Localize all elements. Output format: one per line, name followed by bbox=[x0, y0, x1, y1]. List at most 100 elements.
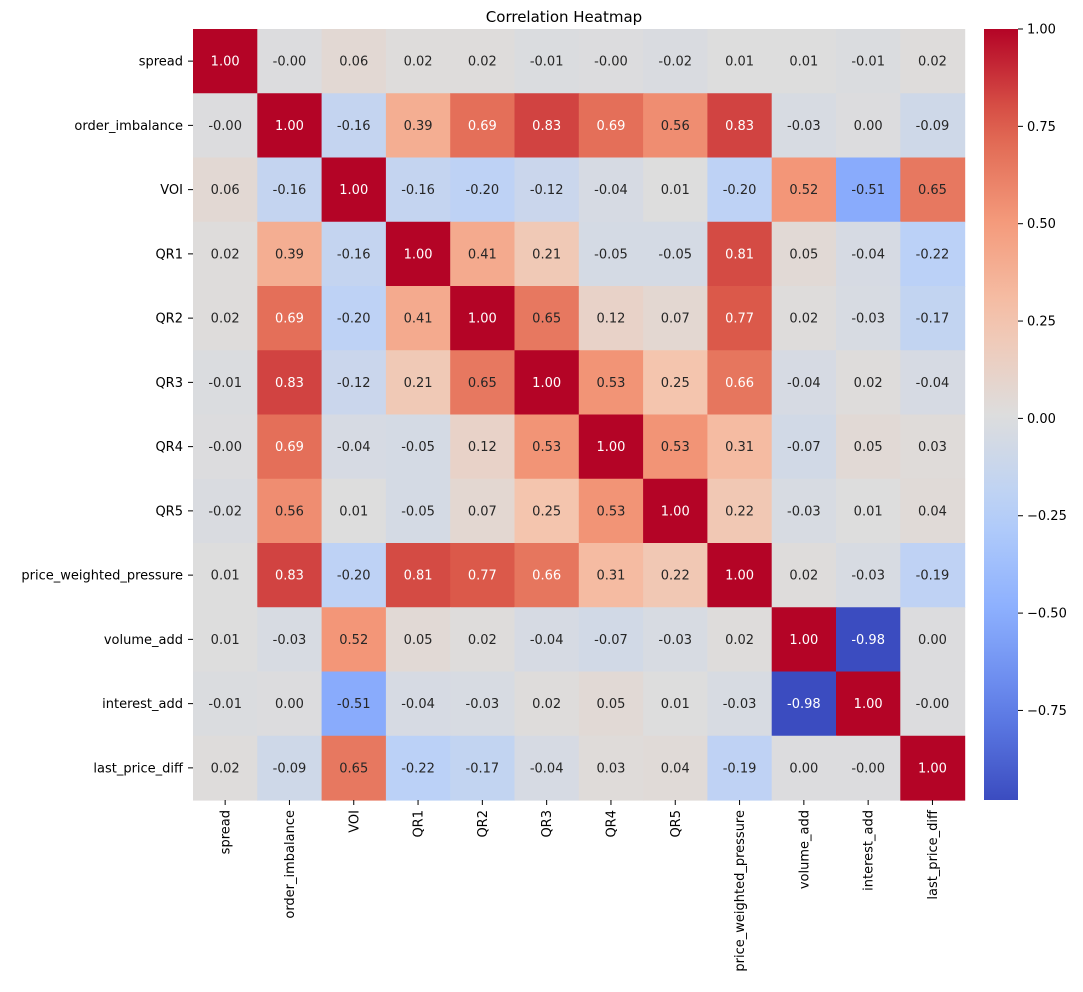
heatmap-cell bbox=[578, 29, 644, 94]
heatmap-cell bbox=[385, 671, 451, 737]
cell-annotation: 0.05 bbox=[404, 633, 433, 648]
heatmap-cell bbox=[321, 543, 387, 608]
cell-annotation: 0.66 bbox=[725, 376, 754, 391]
heatmap-cell bbox=[321, 478, 387, 544]
cell-annotation: -0.00 bbox=[916, 697, 950, 712]
cell-annotation: 0.81 bbox=[404, 569, 433, 584]
heatmap-cell bbox=[643, 350, 708, 416]
heatmap-cells bbox=[193, 29, 966, 801]
heatmap-cell bbox=[900, 414, 966, 480]
cell-annotation: 0.52 bbox=[339, 633, 368, 648]
heatmap-cell bbox=[385, 286, 451, 351]
cell-annotation: 0.65 bbox=[918, 183, 947, 198]
heatmap-cell bbox=[900, 350, 966, 416]
heatmap-cell bbox=[836, 157, 901, 223]
cell-annotation: 0.41 bbox=[468, 247, 497, 262]
cell-annotation: 1.00 bbox=[596, 440, 625, 455]
heatmap-cell bbox=[836, 543, 901, 608]
cell-annotation: 0.83 bbox=[275, 569, 304, 584]
heatmap-cell bbox=[707, 157, 773, 223]
colorbar-tick-label: 0.75 bbox=[1027, 120, 1056, 135]
heatmap-cell bbox=[450, 93, 516, 159]
cell-annotation: 0.69 bbox=[468, 119, 497, 134]
y-tick-label: QR5 bbox=[155, 504, 183, 519]
heatmap-cell bbox=[193, 414, 258, 480]
heatmap-cell bbox=[193, 671, 258, 737]
cell-annotation: 0.83 bbox=[275, 376, 304, 391]
y-tick-label: volume_add bbox=[104, 633, 183, 648]
cell-annotation: -0.01 bbox=[851, 55, 885, 70]
heatmap-cell bbox=[257, 607, 323, 673]
cell-annotation: 0.83 bbox=[532, 119, 561, 134]
y-tick-label: interest_add bbox=[102, 697, 183, 712]
cell-annotation: 0.56 bbox=[661, 119, 690, 134]
cell-annotation: 0.02 bbox=[854, 376, 883, 391]
x-tick-label: QR4 bbox=[604, 810, 619, 838]
heatmap-cell bbox=[193, 735, 258, 801]
heatmap-cell bbox=[771, 350, 837, 416]
y-tick-label: last_price_diff bbox=[93, 761, 184, 776]
cell-annotation: -0.04 bbox=[851, 247, 885, 262]
cell-annotation: 0.02 bbox=[468, 55, 497, 70]
heatmap-cell bbox=[450, 543, 516, 608]
cell-annotation: -0.17 bbox=[916, 312, 950, 327]
heatmap-cell bbox=[321, 157, 387, 223]
cell-annotation: 0.53 bbox=[532, 440, 561, 455]
cell-annotation: 0.06 bbox=[339, 55, 368, 70]
heatmap-cell bbox=[836, 671, 901, 737]
cell-annotation: -0.22 bbox=[401, 761, 435, 776]
heatmap-cell bbox=[321, 93, 387, 159]
cell-annotation: -0.98 bbox=[787, 697, 821, 712]
cell-annotation: -0.01 bbox=[208, 697, 242, 712]
cell-annotation: 0.05 bbox=[854, 440, 883, 455]
heatmap-cell bbox=[257, 543, 323, 608]
cell-annotation: 0.77 bbox=[468, 569, 497, 584]
heatmap-cell bbox=[771, 221, 837, 287]
heatmap-cell bbox=[193, 286, 258, 351]
cell-annotation: 0.81 bbox=[725, 247, 754, 262]
cell-annotation: 1.00 bbox=[404, 247, 433, 262]
heatmap-cell bbox=[514, 607, 580, 673]
cell-annotation: 0.66 bbox=[532, 569, 561, 584]
heatmap-cell bbox=[321, 607, 387, 673]
heatmap-cell bbox=[514, 671, 580, 737]
cell-annotation: 1.00 bbox=[211, 55, 240, 70]
heatmap-cell bbox=[193, 478, 258, 544]
heatmap-cell bbox=[514, 93, 580, 159]
cell-annotation: 0.12 bbox=[468, 440, 497, 455]
cell-annotation: 0.53 bbox=[596, 376, 625, 391]
cell-annotation: 0.77 bbox=[725, 312, 754, 327]
cell-annotation: 1.00 bbox=[725, 569, 754, 584]
heatmap-cell bbox=[257, 221, 323, 287]
heatmap-cell bbox=[771, 543, 837, 608]
cell-annotation: -0.20 bbox=[723, 183, 757, 198]
x-tick-label: order_imbalance bbox=[283, 810, 298, 919]
cell-annotation: 0.65 bbox=[339, 761, 368, 776]
y-axis: spread order_imbalance VOI QR1 QR2 QR3 QR4 QR5 p… bbox=[21, 55, 193, 776]
cell-annotation: 0.83 bbox=[725, 119, 754, 134]
heatmap-cell bbox=[321, 221, 387, 287]
cell-annotation: -0.17 bbox=[466, 761, 500, 776]
heatmap-cell bbox=[836, 286, 901, 351]
heatmap-cell bbox=[900, 671, 966, 737]
heatmap-cell bbox=[707, 286, 773, 351]
heatmap-cell bbox=[771, 93, 837, 159]
heatmap-cell bbox=[707, 607, 773, 673]
cell-annotation: -0.09 bbox=[273, 761, 307, 776]
heatmap-cell bbox=[193, 157, 258, 223]
heatmap-cell bbox=[385, 221, 451, 287]
cell-annotation: 1.00 bbox=[918, 761, 947, 776]
heatmap-cell bbox=[385, 478, 451, 544]
cell-annotation: -0.03 bbox=[658, 633, 692, 648]
heatmap-cell bbox=[257, 671, 323, 737]
cell-annotation: -0.03 bbox=[466, 697, 500, 712]
y-tick-label: QR4 bbox=[155, 440, 183, 455]
cell-annotation: 0.69 bbox=[596, 119, 625, 134]
cell-annotation: 0.02 bbox=[468, 633, 497, 648]
heatmap-cell bbox=[514, 478, 580, 544]
x-tick-label: VOI bbox=[347, 810, 362, 833]
heatmap-cell bbox=[643, 157, 708, 223]
x-tick-label: QR3 bbox=[540, 810, 555, 838]
cell-annotation: 1.00 bbox=[275, 119, 304, 134]
heatmap-cell bbox=[193, 350, 258, 416]
